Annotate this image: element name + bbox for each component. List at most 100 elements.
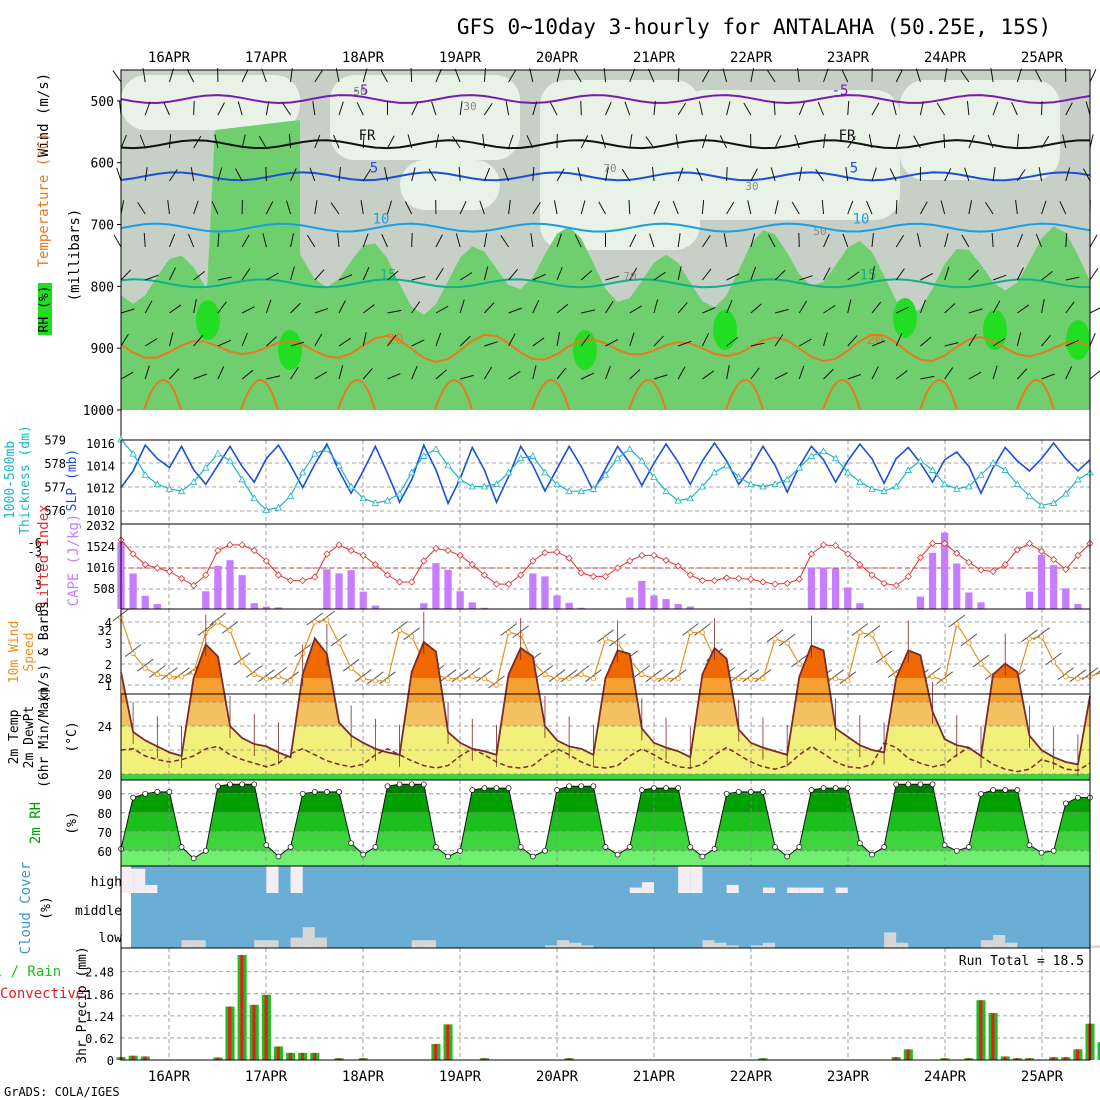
date-label-bottom: 18APR — [342, 1069, 385, 1085]
rh-marker — [408, 781, 415, 788]
isotherm-label: FR — [359, 128, 376, 144]
lifted-index-marker — [456, 551, 464, 559]
lifted-index-marker — [819, 541, 828, 549]
isotherm-label: 20 — [867, 332, 884, 348]
wind-barb — [309, 167, 316, 182]
thickness-marker — [953, 485, 961, 492]
precip-convective-bar — [1015, 1058, 1019, 1060]
wind-barb — [235, 168, 243, 182]
wind-speed-marker — [178, 673, 185, 680]
wind-speed-marker — [239, 659, 245, 665]
rh-marker — [1002, 787, 1009, 793]
lifted-index-marker — [299, 577, 307, 585]
cloud-cover-bar — [193, 940, 206, 948]
rh-marker — [675, 785, 682, 791]
rh-marker — [578, 783, 585, 790]
wind-barb-10m — [221, 621, 239, 634]
wind-barb — [120, 134, 127, 149]
rh-marker — [178, 844, 185, 850]
lifted-index-marker — [408, 578, 416, 586]
lifted-index-marker — [989, 567, 997, 576]
precip-convective-bar — [312, 1052, 317, 1060]
wind-barb — [144, 365, 150, 380]
wind-barb — [1017, 304, 1030, 314]
wind-barb — [505, 101, 510, 116]
wind-barb — [580, 270, 593, 281]
rh-contour-label: 30 — [463, 100, 476, 113]
lifted-index-marker — [868, 571, 876, 579]
precip-convective-bar — [482, 1058, 486, 1060]
wind-barb — [915, 68, 921, 83]
wind-barb — [356, 102, 364, 116]
lifted-index-tick-label: 3 — [35, 578, 42, 592]
wind-speed-marker — [978, 661, 984, 667]
cape-bar — [819, 567, 828, 609]
wind-barb — [459, 101, 463, 116]
lifted-index-marker — [698, 577, 706, 585]
wind-barb — [532, 365, 537, 380]
axis-label-group: CAPE (J/kg) — [66, 514, 82, 607]
wind-barb — [868, 134, 873, 149]
wind-barb — [144, 338, 158, 347]
wind-barb — [556, 303, 569, 314]
wind-barb — [1041, 334, 1051, 347]
wind-speed-marker — [687, 629, 693, 636]
thickness-marker — [226, 456, 234, 464]
wind-barb — [217, 276, 232, 281]
wind-barb — [1065, 366, 1073, 380]
wind-barb-10m — [391, 621, 408, 634]
wind-barb — [629, 305, 642, 314]
wind-barb — [286, 200, 292, 215]
thickness-marker — [383, 496, 392, 504]
wind-barb — [653, 374, 668, 380]
cape-bar — [832, 568, 840, 609]
thickness-marker — [626, 445, 634, 452]
wind-barb — [387, 309, 402, 314]
cloud-cover-bar — [690, 866, 703, 893]
wind-barb — [1015, 200, 1018, 215]
rh-marker — [1075, 794, 1081, 801]
wind-barb — [381, 234, 388, 248]
thickness-marker — [977, 470, 985, 478]
wind-barb — [169, 267, 177, 281]
wind-barb — [163, 102, 170, 116]
axis-label-group: 2m Temp 2m DewPt (6hr Min/Max) — [7, 686, 52, 788]
cloud-cover-bar — [290, 866, 303, 893]
rh-marker — [311, 789, 318, 795]
wind-speed-marker — [469, 673, 475, 680]
wind-barb — [113, 234, 122, 248]
wind-barb — [362, 267, 370, 281]
date-label-bottom: 20APR — [536, 1069, 579, 1085]
thickness-marker — [686, 494, 694, 502]
wind-speed-marker — [578, 671, 584, 678]
wind-barb-10m — [476, 669, 493, 683]
precip-convective-bar — [228, 1006, 232, 1060]
pressure-tick-label: 500 — [91, 95, 114, 110]
rh-tick-label: 70 — [98, 826, 112, 840]
wind-barb-10m — [633, 665, 651, 678]
lifted-index-marker — [238, 541, 246, 549]
wind-barb — [532, 101, 538, 116]
cloud-cover-bar — [811, 887, 824, 893]
axis-label: Wind (m/s) — [36, 73, 52, 157]
wind-barb — [889, 168, 897, 182]
wind-barb — [380, 69, 388, 83]
wind-barb — [435, 369, 447, 380]
isotherm-line — [120, 139, 1091, 150]
wind-barb — [241, 268, 251, 281]
lifted-index-marker — [129, 550, 137, 558]
cloud-cover-bar — [254, 940, 267, 948]
temperature-tick-label: 32 — [98, 624, 112, 638]
axis-label-group: Wind (m/s) — [36, 73, 52, 157]
wind-barb — [241, 234, 250, 248]
lifted-index-marker — [638, 551, 646, 559]
wind-barb — [966, 101, 970, 116]
thickness-marker — [214, 449, 222, 457]
rh-saturated-core — [196, 300, 220, 340]
wind-speed-marker — [833, 676, 839, 682]
thickness-marker — [1049, 499, 1058, 506]
wind-speed-marker — [796, 661, 802, 667]
wind-speed-marker — [360, 676, 366, 682]
date-label-top: 24APR — [924, 50, 967, 66]
thickness-marker — [395, 489, 404, 497]
